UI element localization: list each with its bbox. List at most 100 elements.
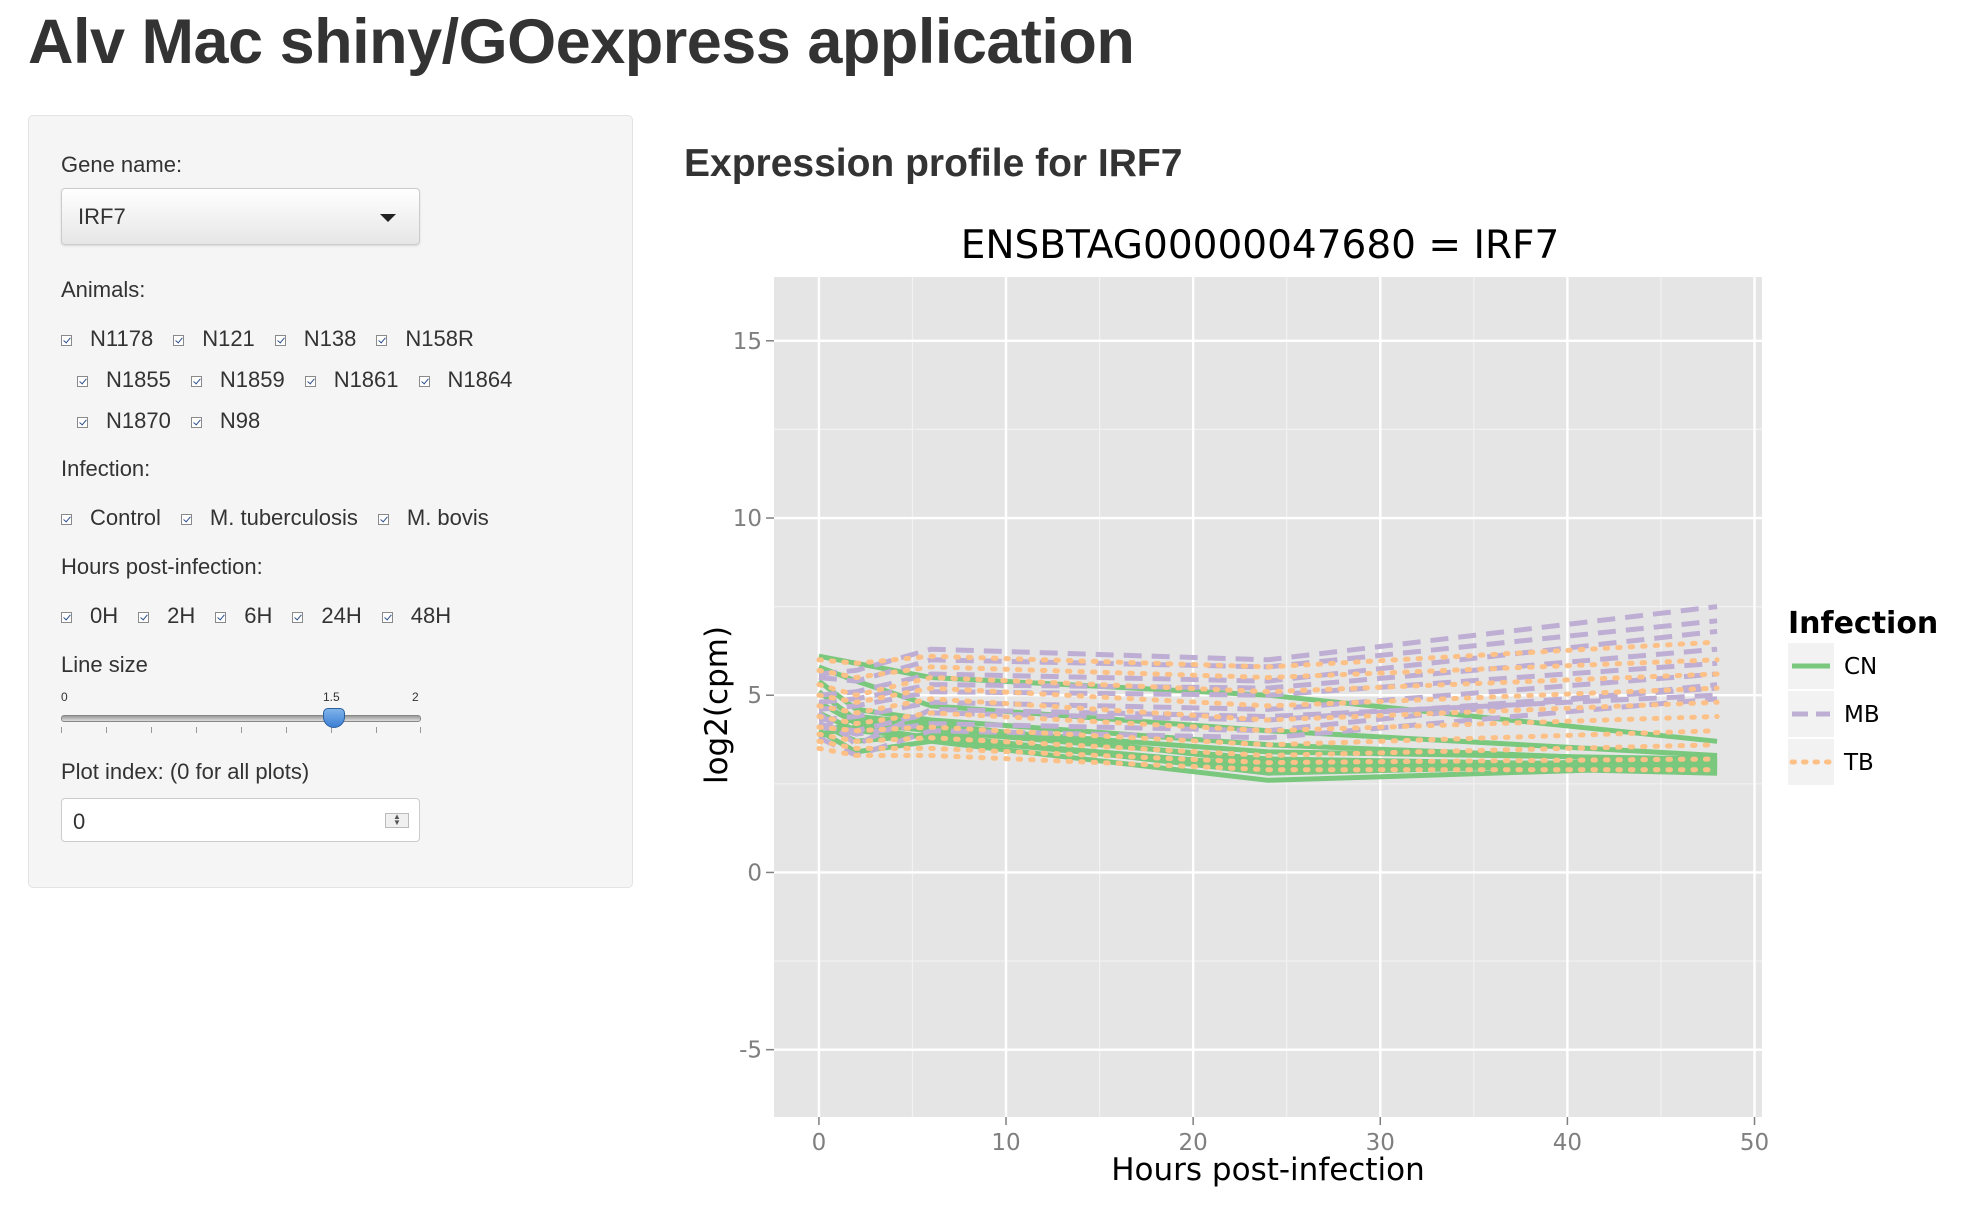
- animal-checkbox-label: N138: [303, 326, 357, 351]
- checkbox-checked-icon[interactable]: [418, 375, 430, 387]
- animal-checkbox-label: N1178: [90, 326, 154, 351]
- animal-checkbox[interactable]: N1864: [418, 365, 513, 395]
- slider-track[interactable]: [61, 715, 421, 722]
- gene-select-value: IRF7: [78, 204, 126, 229]
- checkbox-checked-icon[interactable]: [173, 334, 185, 346]
- infection-checkbox-label: Control: [90, 505, 161, 530]
- slider-tick: [286, 727, 287, 733]
- line-size-label: Line size: [61, 652, 148, 677]
- x-tick-label: 30: [1366, 1130, 1395, 1156]
- legend-label-mb: MB: [1844, 702, 1880, 728]
- spinner-icon[interactable]: ▲ ▼: [385, 813, 409, 828]
- checkbox-checked-icon[interactable]: [304, 375, 316, 387]
- animal-checkbox[interactable]: N1859: [190, 365, 285, 395]
- checkbox-checked-icon[interactable]: [77, 416, 88, 428]
- animal-checkbox-label: N1864: [447, 367, 513, 392]
- y-tick-label: -5: [739, 1038, 762, 1064]
- checkbox-checked-icon[interactable]: [292, 611, 304, 623]
- series-line-tb: [816, 745, 1720, 773]
- animal-checkbox[interactable]: N1861: [304, 365, 399, 395]
- slider-handle[interactable]: [323, 708, 345, 728]
- animal-checkbox-label: N1861: [333, 367, 399, 392]
- hours-checkbox-label: 6H: [244, 603, 273, 628]
- animal-checkbox-label: N121: [202, 326, 255, 351]
- slider-tick: [61, 727, 62, 733]
- animal-checkbox-label: N1855: [106, 367, 171, 392]
- legend: Infection CN MB TB: [1788, 606, 1938, 785]
- slider-tick: [376, 727, 377, 733]
- series-line-tb: [816, 738, 1720, 766]
- infection-checkbox-label: M. bovis: [406, 505, 489, 530]
- y-axis-label: log2(cpm): [699, 626, 735, 784]
- slider-tick: [106, 727, 107, 733]
- animal-checkbox[interactable]: N158R: [376, 324, 474, 354]
- series-lines: [816, 604, 1720, 783]
- checkbox-checked-icon[interactable]: [77, 375, 88, 387]
- slider-value-label: 1.5: [323, 690, 340, 704]
- y-tick-label: 10: [733, 506, 762, 532]
- sidebar-panel: Gene name: IRF7 Animals: N1178 N121 N138 N1…: [28, 115, 633, 888]
- hours-checkbox[interactable]: 2H: [138, 601, 195, 631]
- line-size-slider[interactable]: 0 1.5 2: [61, 690, 421, 750]
- checkbox-checked-icon[interactable]: [190, 416, 202, 428]
- checkbox-checked-icon[interactable]: [61, 513, 72, 525]
- y-tick-label: 5: [747, 683, 762, 709]
- checkbox-checked-icon[interactable]: [215, 611, 227, 623]
- axes: 0 10 20 30 40 50 -5 0 5 10 15: [733, 329, 1769, 1156]
- infection-checkbox[interactable]: M. tuberculosis: [180, 503, 358, 533]
- grid-lines: [774, 277, 1762, 1117]
- animal-checkbox[interactable]: N1855: [77, 365, 171, 395]
- animal-checkbox-label: N158R: [405, 326, 474, 351]
- series-line-tb: [816, 696, 1720, 723]
- gene-select[interactable]: IRF7: [61, 188, 420, 245]
- hours-label: Hours post-infection:: [61, 554, 263, 579]
- y-tick-label: 0: [747, 860, 762, 886]
- checkbox-checked-icon[interactable]: [180, 513, 192, 525]
- hours-row: 0H 2H 6H 24H 48H: [61, 601, 471, 631]
- animal-checkbox[interactable]: N121: [173, 324, 255, 354]
- series-line-mb: [817, 692, 1718, 748]
- checkbox-checked-icon[interactable]: [190, 375, 202, 387]
- series-line-mb: [818, 618, 1718, 684]
- x-tick-label: 40: [1553, 1130, 1582, 1156]
- chart-title: ENSBTAG00000047680 = IRF7: [961, 225, 1560, 268]
- series-line-tb: [816, 724, 1720, 748]
- hours-checkbox[interactable]: 6H: [215, 601, 272, 631]
- series-line-tb: [816, 685, 1720, 709]
- animal-checkbox[interactable]: N1870: [77, 406, 171, 436]
- checkbox-checked-icon[interactable]: [377, 513, 389, 525]
- series-line-tb: [816, 639, 1720, 670]
- checkbox-checked-icon[interactable]: [61, 334, 72, 346]
- hours-checkbox[interactable]: 48H: [381, 601, 451, 631]
- hours-checkbox[interactable]: 24H: [292, 601, 362, 631]
- hours-checkbox[interactable]: 0H: [61, 601, 118, 631]
- checkbox-checked-icon[interactable]: [376, 334, 388, 346]
- series-line-mb: [818, 604, 1718, 677]
- series-line-mb: [818, 646, 1718, 705]
- checkbox-checked-icon[interactable]: [138, 611, 150, 623]
- checkbox-checked-icon[interactable]: [61, 611, 72, 623]
- series-line-tb: [816, 657, 1720, 680]
- animal-checkbox-label: N1859: [219, 367, 285, 392]
- animal-checkbox[interactable]: N98: [190, 406, 261, 436]
- series-line-mb: [818, 628, 1718, 698]
- infection-checkbox[interactable]: Control: [61, 503, 161, 533]
- plot-heading: Expression profile for IRF7: [684, 142, 1183, 185]
- infection-label: Infection:: [61, 456, 151, 481]
- animals-row-3: N1870 N98: [77, 406, 280, 436]
- checkbox-checked-icon[interactable]: [274, 334, 286, 346]
- expression-plot: ENSBTAG00000047680 = IRF7 0 10 20 30 40 50-50…: [699, 225, 1938, 1188]
- animal-checkbox-label: N98: [219, 408, 261, 433]
- animals-row-2: N1855 N1859 N1861 N1864: [77, 365, 532, 395]
- hours-checkbox-label: 24H: [321, 603, 362, 628]
- infection-checkbox[interactable]: M. bovis: [377, 503, 489, 533]
- x-tick-label: 10: [991, 1130, 1020, 1156]
- animal-checkbox[interactable]: N138: [274, 324, 357, 354]
- animal-checkbox[interactable]: N1178: [61, 324, 153, 354]
- animal-checkbox-label: N1870: [106, 408, 171, 433]
- checkbox-checked-icon[interactable]: [381, 611, 393, 623]
- hours-checkbox-label: 2H: [167, 603, 196, 628]
- x-axis-label: Hours post-infection: [1111, 1152, 1424, 1188]
- infection-row: Control M. tuberculosis M. bovis: [61, 503, 509, 533]
- plot-index-input[interactable]: 0 ▲ ▼: [61, 798, 420, 842]
